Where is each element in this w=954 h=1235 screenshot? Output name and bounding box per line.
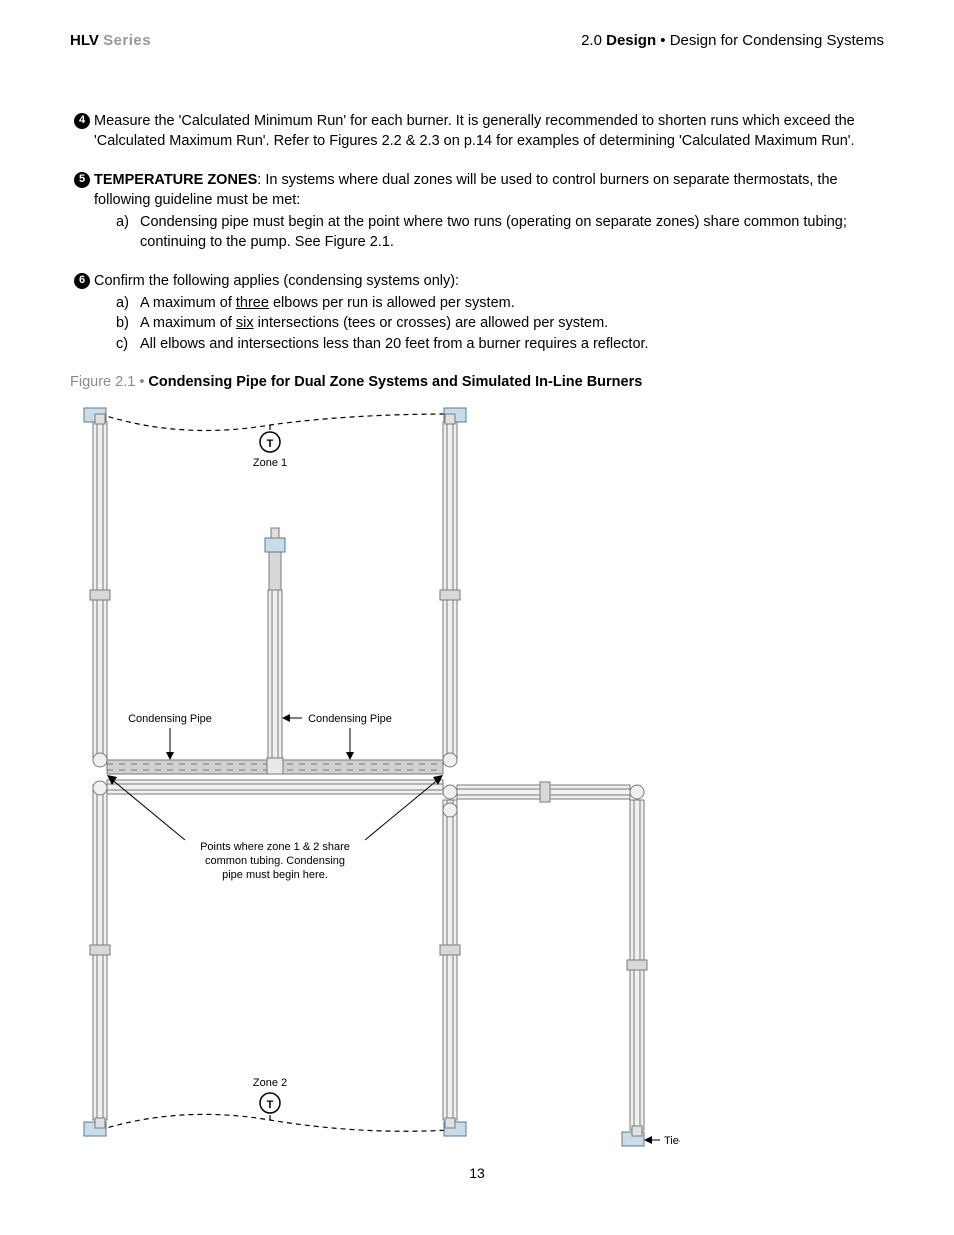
tie-in-leader-arrow	[644, 1136, 652, 1144]
thermostat-zone1-label: T	[267, 438, 274, 450]
pipe-center-stub	[268, 590, 282, 760]
label-a: a)	[116, 293, 140, 313]
burner-top-left-cap	[95, 414, 105, 424]
item-6b: b) A maximum of six intersections (tees …	[116, 313, 884, 333]
label-b: b)	[116, 313, 140, 333]
pipe-left-top	[90, 422, 110, 760]
label-c: c)	[116, 334, 140, 354]
tee-mid-lower2	[443, 803, 457, 817]
bullet-6: 6	[70, 271, 94, 289]
item-6a-text: A maximum of three elbows per run is all…	[140, 293, 884, 313]
cond-pipe-label-right: Condensing Pipe	[308, 713, 392, 725]
zone2-dash-curve	[100, 1115, 450, 1132]
elbow-left-lower	[93, 781, 107, 795]
thermostat-zone2-label: T	[267, 1099, 274, 1111]
figure-caption: Figure 2.1 • Condensing Pipe for Dual Zo…	[70, 372, 884, 392]
cond-pipe-label-left: Condensing Pipe	[128, 713, 212, 725]
section-number: 2.0	[581, 32, 602, 49]
figure-svg: T Zone 1 T Zone 2 Condensing Pipe Conden…	[70, 400, 680, 1160]
cond-leader-arrowhead	[282, 714, 290, 722]
temp-zones-heading: TEMPERATURE ZONES	[94, 172, 257, 188]
pipe-midright-bottom	[440, 800, 460, 1120]
cond-pipe-arrowhead-right	[346, 752, 354, 760]
page-number: 13	[70, 1164, 884, 1184]
item-6a: a) A maximum of three elbows per run is …	[116, 293, 884, 313]
item-6c: c) All elbows and intersections less tha…	[116, 334, 884, 354]
header-right: 2.0 Design • Design for Condensing Syste…	[581, 30, 884, 51]
pipe-farright-vertical	[627, 800, 647, 1130]
pipe-left-bottom	[90, 785, 110, 1120]
item-5-body: TEMPERATURE ZONES: In systems where dual…	[94, 170, 884, 253]
item-5a-text: Condensing pipe must begin at the point …	[140, 212, 884, 253]
item-5-sublist: a) Condensing pipe must begin at the poi…	[116, 212, 884, 253]
common-note-l1: Points where zone 1 & 2 share	[200, 841, 350, 853]
section-subtitle: • Design for Condensing Systems	[660, 32, 884, 49]
elbow-far-right	[630, 785, 644, 799]
burner-bottom-midright-cap	[445, 1118, 455, 1128]
tie-in-burner-cap	[632, 1126, 642, 1136]
tie-in-label: Tie-In Burner	[664, 1135, 680, 1147]
cond-pipe-arrowhead-left	[166, 752, 174, 760]
elbow-left-upper	[93, 753, 107, 767]
pump-assembly	[265, 528, 285, 590]
item-6-lead: Confirm the following applies (condensin…	[94, 273, 459, 289]
item-6-sublist: a) A maximum of three elbows per run is …	[116, 293, 884, 354]
list-item-5: 5 TEMPERATURE ZONES: In systems where du…	[70, 170, 884, 253]
label-a: a)	[116, 212, 140, 253]
figure-2-1: T Zone 1 T Zone 2 Condensing Pipe Conden…	[70, 400, 680, 1160]
burner-top-right-cap	[445, 414, 455, 424]
page-header: HLV Series 2.0 Design • Design for Conde…	[70, 30, 884, 51]
zone1-dash-curve	[100, 414, 450, 430]
item-4-body: Measure the 'Calculated Minimum Run' for…	[94, 111, 884, 152]
zone1-label: Zone 1	[253, 457, 287, 469]
item-5a: a) Condensing pipe must begin at the poi…	[116, 212, 884, 253]
tee-mid-upper	[443, 753, 457, 767]
series-label: Series	[103, 32, 151, 49]
header-left: HLV Series	[70, 30, 151, 51]
common-note-l3: pipe must begin here.	[222, 869, 328, 881]
burner-bottom-left-cap	[95, 1118, 105, 1128]
bullet-5: 5	[70, 170, 94, 188]
pipe-lower-horizontal-left	[107, 780, 443, 794]
item-6c-text: All elbows and intersections less than 2…	[140, 334, 884, 354]
tee-center	[267, 758, 283, 774]
item-6b-text: A maximum of six intersections (tees or …	[140, 313, 884, 333]
tee-mid-lower	[443, 785, 457, 799]
zone2-label: Zone 2	[253, 1077, 287, 1089]
item-6-body: Confirm the following applies (condensin…	[94, 271, 884, 354]
bullet-4: 4	[70, 111, 94, 129]
product-name: HLV	[70, 32, 99, 49]
figure-number: Figure 2.1 •	[70, 374, 148, 390]
pipe-horizontal-right-extension	[457, 782, 630, 802]
common-note-l2: common tubing. Condensing	[205, 855, 345, 867]
figure-title: Condensing Pipe for Dual Zone Systems an…	[148, 374, 642, 390]
list-item-6: 6 Confirm the following applies (condens…	[70, 271, 884, 354]
list-item-4: 4 Measure the 'Calculated Minimum Run' f…	[70, 111, 884, 152]
pipe-midright-top	[440, 422, 460, 760]
section-title: Design	[606, 32, 656, 49]
